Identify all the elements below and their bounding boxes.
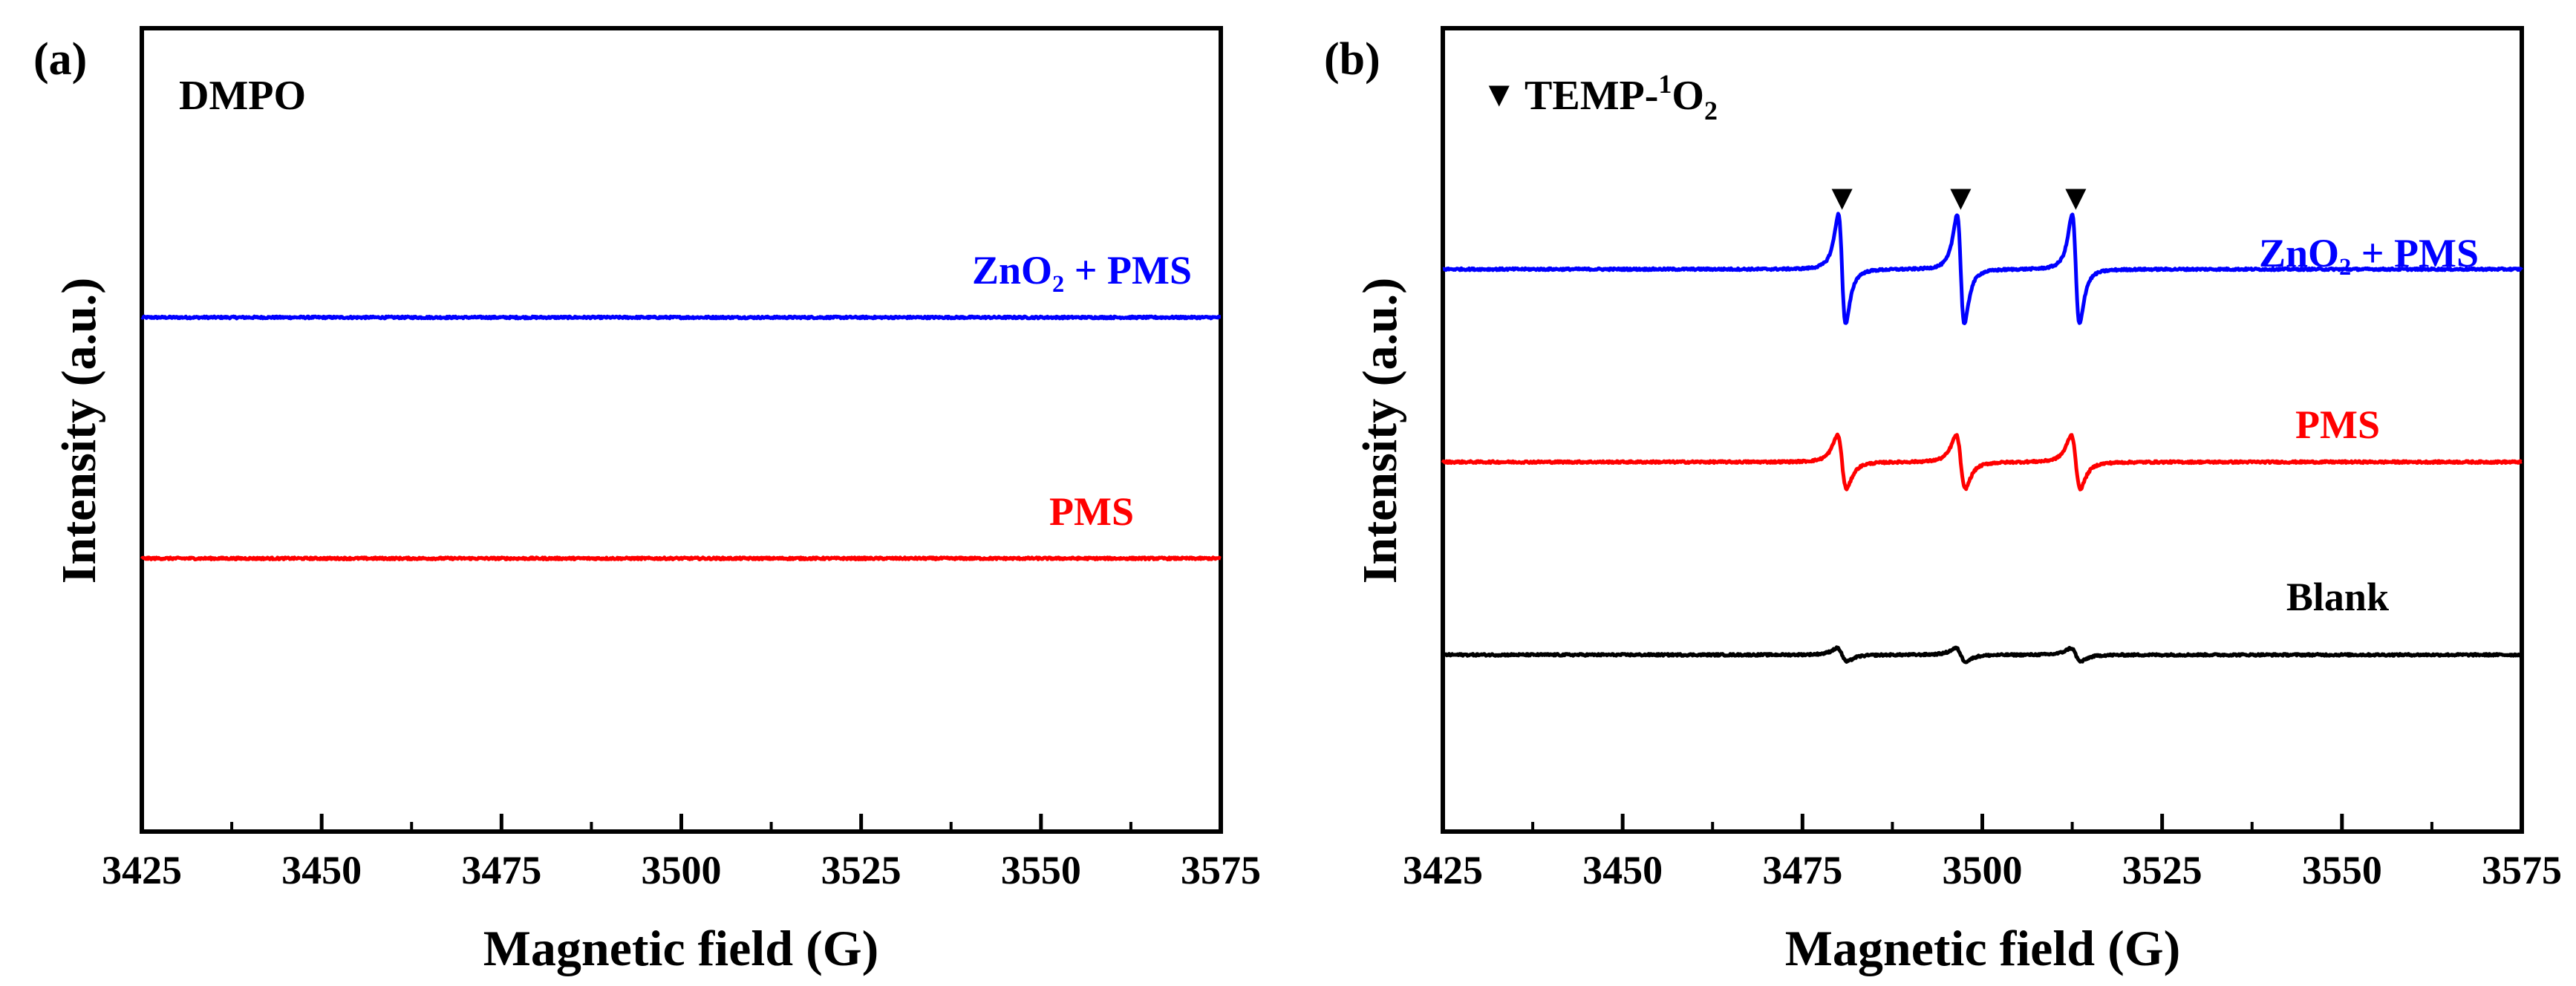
panel-b-series-layer xyxy=(1441,212,2523,665)
panel-b-legend-marker: ▼ xyxy=(1481,75,1517,114)
panel-b-series-line-0 xyxy=(1441,212,2523,325)
panel-b-peak-markers: ▼ ▼ ▼ xyxy=(1825,178,2093,218)
panel-b-label: (b) xyxy=(1324,34,1380,85)
panel-b-x-tick-label: 3525 xyxy=(2122,848,2202,892)
panel-b-x-tick-label: 3550 xyxy=(2302,848,2382,892)
panel-a-x-tick-label: 3550 xyxy=(1001,848,1081,892)
panel-b-series-label-blank: Blank xyxy=(2286,575,2389,619)
panel-a-y-axis-title: Intensity (a.u.) xyxy=(52,278,106,584)
temp-label-o: O xyxy=(1672,73,1704,119)
panel-a-series-line-1 xyxy=(140,555,1222,561)
panel-b-temp-label: TEMP-1O2 xyxy=(1525,69,1718,125)
temp-label-sub: 2 xyxy=(1704,96,1718,125)
temp-label-sup: 1 xyxy=(1658,69,1672,99)
panel-b-x-axis: 3425 3450 3475 3500 3525 3550 3575 xyxy=(1403,814,2562,892)
panel-a-x-axis-title: Magnetic field (G) xyxy=(483,920,879,976)
panel-b-series-line-2 xyxy=(1441,645,2523,665)
peak-marker: ▼ xyxy=(2058,178,2094,218)
panel-b-series-label-pms: PMS xyxy=(2295,402,2380,447)
panel-b-x-tick-label: 3575 xyxy=(2482,848,2562,892)
panel-a-x-tick-label: 3475 xyxy=(461,848,541,892)
panel-a-x-tick-label: 3500 xyxy=(642,848,722,892)
panel-a-x-tick-label: 3525 xyxy=(821,848,901,892)
panel-b: (b) ▼ TEMP-1O2 ▼ ▼ ▼ ZnO₂ + PMS PMS Blank … xyxy=(1324,26,2562,976)
temp-label-main: TEMP- xyxy=(1525,73,1658,119)
panel-a-x-tick-label: 3425 xyxy=(102,848,182,892)
panel-a-label: (a) xyxy=(33,34,87,85)
panel-a-x-tick-label: 3575 xyxy=(1181,848,1261,892)
panel-a-series-layer xyxy=(140,314,1222,561)
panel-b-series-line-1 xyxy=(1441,432,2523,492)
panel-b-x-tick-label: 3500 xyxy=(1943,848,2023,892)
panel-b-x-tick-label: 3450 xyxy=(1582,848,1663,892)
panel-b-x-tick-label: 3425 xyxy=(1403,848,1483,892)
panel-a-plot-frame xyxy=(140,26,1223,834)
panel-a: (a) DMPO ZnO₂ + PMS PMS 3425 3450 3475 3500… xyxy=(33,26,1261,976)
panel-b-x-tick-label: 3475 xyxy=(1762,848,1842,892)
panel-b-x-axis-title: Magnetic field (G) xyxy=(1785,920,2181,976)
panel-b-y-axis-title: Intensity (a.u.) xyxy=(1353,278,1407,584)
panel-a-dmpo-label: DMPO xyxy=(179,73,306,119)
panel-a-series-line-0 xyxy=(140,314,1222,321)
peak-marker: ▼ xyxy=(1825,178,1860,218)
peak-marker: ▼ xyxy=(1943,178,1979,218)
panel-a-series-label-pms: PMS xyxy=(1049,489,1134,534)
panel-b-series-label-zno2-pms: ZnO₂ + PMS xyxy=(2259,231,2479,275)
panel-a-x-tick-label: 3450 xyxy=(281,848,362,892)
panel-a-x-axis: 3425 3450 3475 3500 3525 3550 3575 xyxy=(102,814,1261,892)
panel-a-series-label-zno2-pms: ZnO₂ + PMS xyxy=(972,248,1192,293)
